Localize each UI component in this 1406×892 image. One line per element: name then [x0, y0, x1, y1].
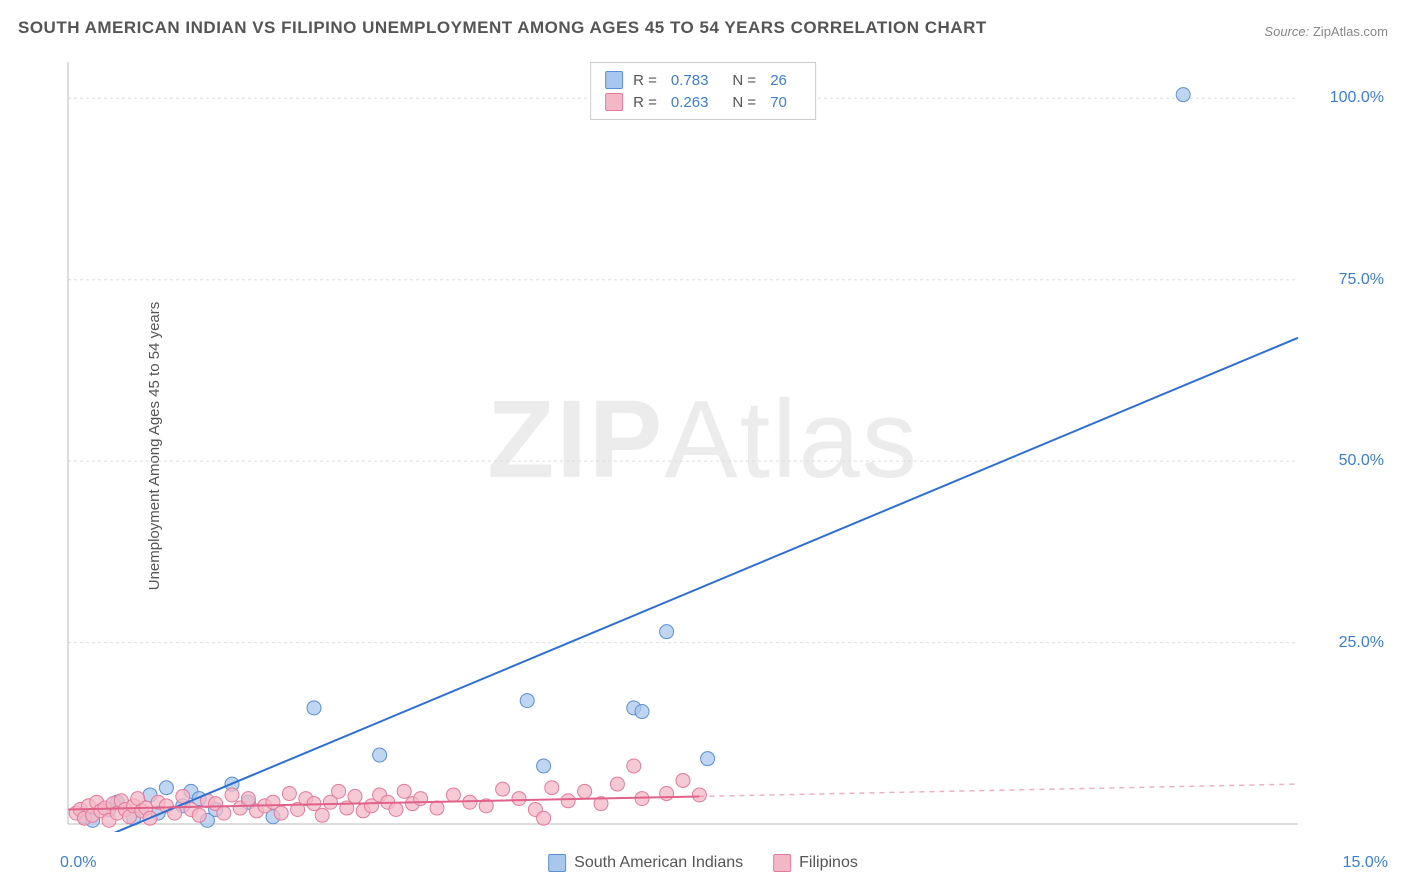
x-tick-origin: 0.0% [60, 854, 96, 872]
r-label: R = [633, 94, 657, 111]
swatch-series2 [605, 93, 623, 111]
y-tick-label: 100.0% [1330, 89, 1384, 107]
r-value-1: 0.783 [671, 72, 709, 89]
r-value-2: 0.263 [671, 94, 709, 111]
legend-label-1: South American Indians [574, 854, 743, 872]
legend-item-1: South American Indians [548, 854, 743, 872]
legend-swatch-2 [773, 854, 791, 872]
stats-row-1: R = 0.783 N = 26 [605, 69, 801, 91]
series-legend: South American Indians Filipinos [548, 854, 858, 872]
n-value-2: 70 [770, 94, 787, 111]
chart-title: SOUTH AMERICAN INDIAN VS FILIPINO UNEMPL… [18, 18, 987, 38]
x-tick-max: 15.0% [1343, 854, 1388, 872]
n-label: N = [732, 94, 756, 111]
stats-legend: R = 0.783 N = 26 R = 0.263 N = 70 [590, 62, 816, 120]
legend-label-2: Filipinos [799, 854, 858, 872]
n-label: N = [732, 72, 756, 89]
n-value-1: 26 [770, 72, 787, 89]
y-tick-label: 25.0% [1339, 634, 1384, 652]
source-value: ZipAtlas.com [1313, 24, 1388, 39]
legend-item-2: Filipinos [773, 854, 858, 872]
legend-swatch-1 [548, 854, 566, 872]
y-tick-label: 75.0% [1339, 271, 1384, 289]
swatch-series1 [605, 71, 623, 89]
stats-row-2: R = 0.263 N = 70 [605, 91, 801, 113]
chart-plot-area [60, 60, 1388, 832]
source-attribution: Source: ZipAtlas.com [1264, 24, 1388, 39]
y-tick-label: 50.0% [1339, 452, 1384, 470]
source-label: Source: [1264, 24, 1309, 39]
r-label: R = [633, 72, 657, 89]
chart-svg [60, 60, 1388, 832]
